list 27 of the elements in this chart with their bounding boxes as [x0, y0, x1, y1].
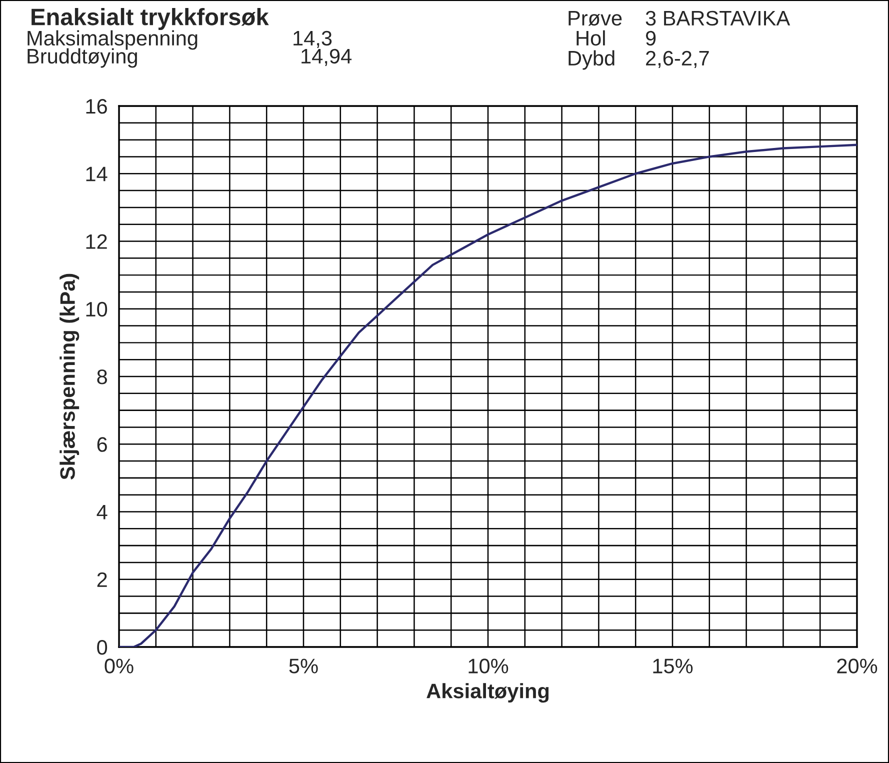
x-tick-label: 10% — [468, 658, 508, 674]
y-tick-label: 12 — [86, 234, 107, 249]
y-tick-label: 14 — [86, 166, 108, 182]
text: 14,94 — [302, 48, 352, 66]
y-tick-label: 16 — [86, 99, 107, 114]
text: 9 — [646, 30, 656, 46]
text: 14,3 — [294, 30, 332, 48]
text: 3 BARSTAVIKA — [646, 10, 790, 26]
x-tick-label: 0% — [104, 658, 134, 674]
text: Prøve — [568, 11, 622, 26]
y-tick-label: 2 — [97, 572, 107, 587]
y-axis-title: Skjærspenning (kPa) — [60, 274, 80, 480]
x-tick-label: 15% — [653, 658, 693, 674]
y-tick-label: 8 — [97, 370, 107, 384]
y-tick-label: 6 — [97, 437, 107, 452]
text: Hol — [576, 30, 605, 46]
x-tick-label: 5% — [289, 658, 318, 674]
text: 2,6-2,7 — [646, 50, 709, 68]
text: Dybd — [568, 50, 614, 70]
x-axis-title: Aksialtøying — [426, 683, 549, 703]
x-tick-label: 20% — [837, 658, 878, 674]
y-tick-label: 10 — [86, 302, 108, 317]
text: Bruddtøying — [28, 48, 137, 68]
y-tick-label: 4 — [96, 504, 108, 520]
y-tick-label: 0 — [97, 640, 108, 655]
text: Maksimalspenning — [28, 30, 198, 50]
chart-title: Enaksialt trykkforsøk — [32, 8, 269, 30]
